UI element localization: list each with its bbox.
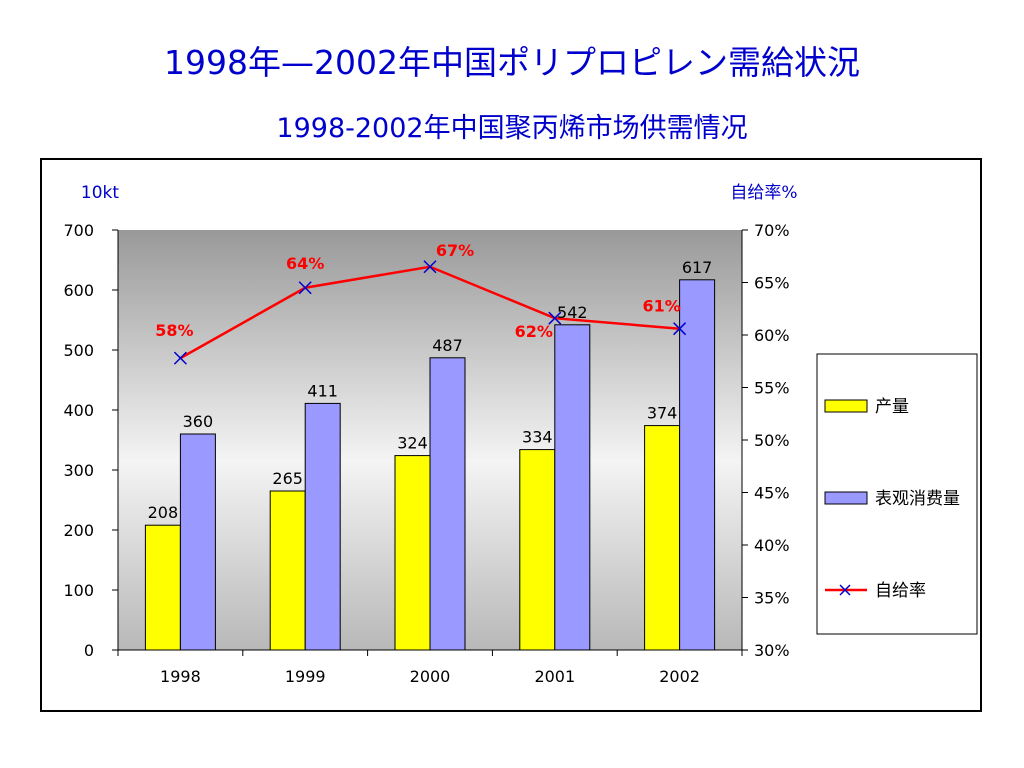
legend-swatch-0 xyxy=(824,399,868,413)
left-axis-label: 10kt xyxy=(81,183,119,203)
x-tick-label-2000: 2000 xyxy=(410,667,451,686)
legend-entry-1: 表观消费量 xyxy=(875,489,960,509)
right-tick-label-40%: 40% xyxy=(754,536,790,555)
x-tick-label-1998: 1998 xyxy=(160,667,201,686)
self-sufficiency-marker-2002 xyxy=(673,322,687,336)
x-tick-label-1999: 1999 xyxy=(285,667,326,686)
legend-swatch-1 xyxy=(824,491,868,505)
legend-entry-2: 自给率 xyxy=(875,581,926,601)
left-tick-label-600: 600 xyxy=(63,281,94,300)
left-tick-label-400: 400 xyxy=(63,401,94,420)
marker-stroke-b xyxy=(173,351,187,365)
right-tick-label-55%: 55% xyxy=(754,379,790,398)
right-tick-label-45%: 45% xyxy=(754,484,790,503)
right-tick-label-65%: 65% xyxy=(754,274,790,293)
production-data-label-2002: 374 xyxy=(647,404,678,423)
consumption-data-label-2000: 487 xyxy=(432,336,463,355)
self-sufficiency-marker-1998 xyxy=(173,351,187,365)
marker-stroke-b xyxy=(673,322,687,336)
production-data-label-1998: 208 xyxy=(148,503,179,522)
right-axis-label: 自给率% xyxy=(730,183,797,203)
right-tick-label-50%: 50% xyxy=(754,431,790,450)
left-tick-label-500: 500 xyxy=(63,341,94,360)
page-title: 1998年—2002年中国ポリプロピレン需給状況 xyxy=(164,43,860,82)
self-sufficiency-marker-2000 xyxy=(423,260,437,274)
marker-stroke-b xyxy=(298,281,312,295)
consumption-data-label-1998: 360 xyxy=(183,412,214,431)
consumption-data-label-1999: 411 xyxy=(307,381,338,400)
consumption-bar-2002 xyxy=(679,279,716,651)
chart-svg: 0 100 200 300 400 500 600 700 30% 35% 40% 45% 50% 55%… xyxy=(63,183,978,686)
left-tick-label-100: 100 xyxy=(63,581,94,600)
page-subtitle: 1998-2002年中国聚丙烯市场供需情况 xyxy=(276,113,748,144)
self-sufficiency-data-label-1999: 64% xyxy=(286,254,324,273)
self-sufficiency-data-label-2001: 62% xyxy=(515,322,553,341)
marker-stroke-b xyxy=(548,311,562,325)
consumption-bar-1999 xyxy=(304,402,341,651)
x-tick-label-2001: 2001 xyxy=(534,667,575,686)
consumption-bar-2000 xyxy=(429,357,466,651)
left-tick-label-0: 0 xyxy=(84,641,94,660)
right-tick-label-60%: 60% xyxy=(754,326,790,345)
marker-stroke-b xyxy=(423,260,437,274)
consumption-data-label-2002: 617 xyxy=(682,258,713,277)
right-tick-label-35%: 35% xyxy=(754,589,790,608)
production-data-label-1999: 265 xyxy=(272,469,303,488)
production-bar-2002 xyxy=(644,425,681,651)
production-bar-1998 xyxy=(144,524,181,651)
production-data-label-2000: 324 xyxy=(397,434,428,453)
x-tick-label-2002: 2002 xyxy=(659,667,700,686)
left-tick-label-700: 700 xyxy=(63,221,94,240)
production-bar-2000 xyxy=(394,455,431,651)
production-bar-2001 xyxy=(519,449,556,651)
legend-entry-0: 产量 xyxy=(875,397,909,417)
right-tick-label-30%: 30% xyxy=(754,641,790,660)
legend-marker-b xyxy=(839,584,851,596)
self-sufficiency-data-label-2000: 67% xyxy=(436,241,474,260)
consumption-bar-1998 xyxy=(179,433,216,651)
self-sufficiency-marker-2001 xyxy=(548,311,562,325)
self-sufficiency-data-label-1998: 58% xyxy=(155,321,193,340)
production-bar-1999 xyxy=(269,490,306,651)
right-tick-label-70%: 70% xyxy=(754,221,790,240)
production-data-label-2001: 334 xyxy=(522,428,553,447)
consumption-data-label-2001: 542 xyxy=(557,303,588,322)
self-sufficiency-marker-1999 xyxy=(298,281,312,295)
self-sufficiency-data-label-2002: 61% xyxy=(642,297,680,316)
chart-frame: 0 100 200 300 400 500 600 700 30% 35% 40% 45% 50% 55%… xyxy=(40,158,982,712)
left-tick-label-200: 200 xyxy=(63,521,94,540)
consumption-bar-2001 xyxy=(554,324,591,651)
left-tick-label-300: 300 xyxy=(63,461,94,480)
